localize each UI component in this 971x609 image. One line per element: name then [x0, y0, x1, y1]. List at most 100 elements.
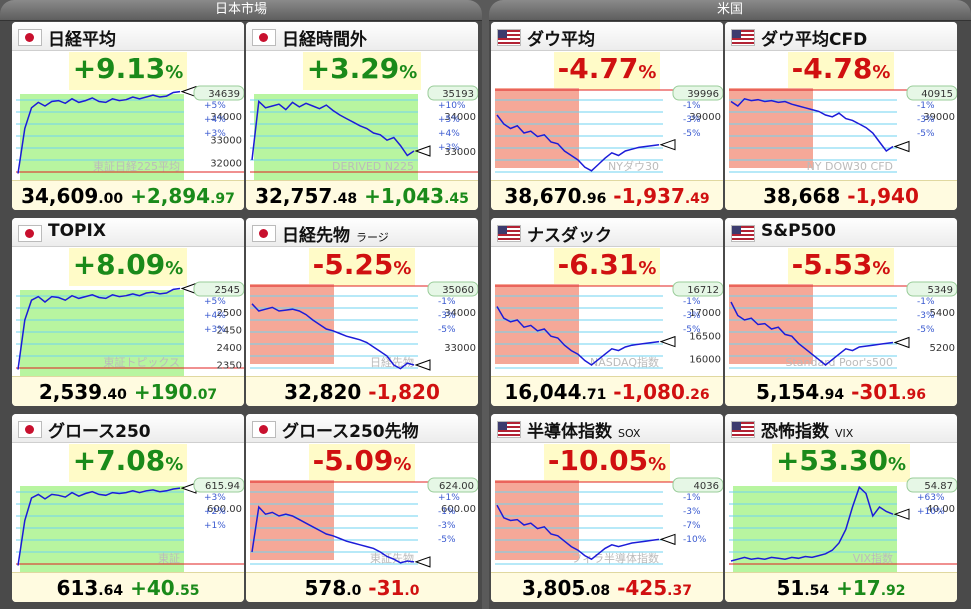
index-card[interactable]: 日経平均 +9.13% 東証日経225平均 34000 33000 32000 +5% +4%… — [12, 22, 244, 210]
price-change-integer: -1,080 — [613, 380, 685, 404]
index-card[interactable]: 半導体指数 SOX -10.05% フィラ半導体指数 -1% -3% -7% -10% 4036… — [491, 414, 723, 602]
price-change-decimal: .0 — [404, 583, 420, 599]
index-card[interactable]: グロース250+7.08%東証600.00+3%+2%+1%615.94585.… — [12, 414, 244, 602]
current-price-integer: 32,757 — [255, 184, 333, 208]
index-card[interactable]: ダウ平均-4.77%NYダウ3039000-1%-3%-5%3999638427… — [491, 22, 723, 210]
price-change: -1,937.49 — [613, 184, 709, 208]
price-footer: 2,539.40 +190.07 — [12, 376, 244, 406]
percent-unit: % — [399, 62, 418, 83]
price-line — [251, 99, 415, 161]
high-label-box — [193, 85, 244, 101]
index-card[interactable]: 恐怖指数VIX+53.30%VIX指数40.00+63%+10%54.8734.… — [725, 414, 957, 602]
chart-fill-area — [254, 94, 418, 180]
percent-axis-label: -7% — [683, 521, 701, 531]
intraday-chart: 東証日経225平均340003300032000+5%+4%+3%3463932… — [16, 85, 244, 199]
current-price-decimal: .94 — [819, 387, 845, 403]
high-value: 39996 — [687, 89, 719, 100]
high-label-box — [427, 477, 478, 493]
change-percent-box: +7.08% — [68, 444, 188, 482]
percent-unit: % — [887, 454, 907, 475]
index-name: 日経時間外 — [282, 25, 367, 50]
last-price-pointer-icon — [893, 508, 910, 520]
price-change-decimal: .55 — [174, 583, 200, 599]
current-price-integer: 38,670 — [504, 184, 582, 208]
current-price-decimal: .48 — [332, 191, 358, 207]
index-name-text: ダウ平均CFD — [761, 30, 868, 50]
index-subname: ラージ — [356, 231, 389, 244]
price-change-decimal: .26 — [684, 387, 710, 403]
japan-flag-icon — [252, 225, 276, 242]
percent-axis-label: -3% — [438, 311, 456, 321]
change-percent-value: -5.53 — [791, 248, 873, 281]
percent-axis-label: -1% — [917, 101, 935, 111]
price-change-integer: +190 — [133, 380, 193, 404]
price-axis-label: 2350 — [217, 361, 242, 372]
price-axis-label: 40.00 — [926, 504, 955, 515]
last-price-pointer-icon — [414, 145, 431, 157]
price-axis-label: 2400 — [217, 343, 242, 354]
index-card[interactable]: 日経先物 ラージ -5.25% 日経先物 34000 33000 -1% -3% -5% 3506… — [246, 218, 478, 406]
percent-axis-label: +3% — [438, 143, 460, 153]
us-flag-icon — [497, 225, 521, 242]
chart-watermark: 東証日経225平均 — [93, 160, 180, 173]
chart-watermark: NY DOW30 CFD — [807, 160, 893, 173]
percent-axis-label: +1% — [204, 521, 226, 531]
high-label-box — [427, 281, 478, 297]
price-footer: 578.0 -31.0 — [246, 572, 478, 602]
price-footer: 32,820 -1,820 — [246, 376, 478, 406]
index-name-text: 日経時間外 — [282, 30, 367, 50]
current-price-decimal: .40 — [102, 387, 127, 403]
index-card[interactable]: TOPIX +8.09% 東証トピックス 2500 2450 2400 2350 +5% +4%… — [12, 218, 244, 406]
index-card[interactable]: 日経時間外 +3.29% DERIVED N225 34000 33000 +10% +5%… — [246, 22, 478, 210]
current-price: 3,805.08 — [522, 576, 610, 600]
percent-axis-label: +3% — [204, 325, 226, 335]
index-name-text: 半導体指数 — [527, 422, 612, 442]
change-percent-value: -4.77 — [557, 52, 639, 85]
change-percent-box: -10.05% — [543, 444, 671, 482]
high-label-box — [672, 85, 723, 101]
index-card[interactable]: グロース250先物 -5.09% 東証先物 600.00 +1% -1% -3% -5% 624… — [246, 414, 478, 602]
high-label-box — [427, 85, 478, 101]
card-header: S&P500 — [725, 218, 957, 247]
high-label-box — [906, 477, 957, 493]
high-value: 2545 — [215, 285, 240, 296]
high-value: 615.94 — [205, 481, 240, 492]
index-card[interactable]: ダウ平均CFD -4.78% NY DOW30 CFD 39000 -1% -3% -5% 4… — [725, 22, 957, 210]
chart-watermark: VIX指数 — [853, 551, 893, 565]
index-name: 恐怖指数 VIX — [761, 417, 853, 442]
change-percent: +8.09% — [12, 248, 244, 286]
index-card[interactable]: S&P500 -5.53% Standard Poor's500 5400 5200 -1… — [725, 218, 957, 406]
change-percent-value: -6.31 — [557, 248, 639, 281]
change-percent: -5.09% — [246, 444, 478, 482]
percent-axis-label: -1% — [683, 101, 701, 111]
index-name-text: S&P500 — [761, 221, 837, 241]
index-name: ダウ平均CFD — [761, 25, 867, 50]
us-flag-icon — [731, 421, 755, 438]
price-axis-label: 16500 — [689, 331, 721, 342]
high-value: 624.00 — [439, 481, 474, 492]
chart-watermark: フィラ半導体指数 — [571, 551, 659, 565]
change-percent: +53.30% — [725, 444, 957, 482]
price-axis-label: 39000 — [689, 112, 721, 123]
price-line — [496, 306, 660, 366]
price-change-integer: +40 — [130, 576, 175, 600]
change-percent-box: -4.78% — [787, 52, 895, 90]
chart-watermark: Standard Poor's500 — [785, 356, 893, 369]
price-axis-label: 5200 — [930, 343, 955, 354]
index-name-text: 日経先物 — [282, 226, 350, 246]
price-change: -301.96 — [851, 380, 926, 404]
card-header: 半導体指数 SOX — [491, 414, 723, 443]
percent-unit: % — [393, 454, 412, 475]
high-value: 35193 — [442, 89, 474, 100]
price-footer: 16,044.71 -1,080.26 — [491, 376, 723, 406]
change-percent: -5.53% — [725, 248, 957, 286]
card-header: TOPIX — [12, 218, 244, 247]
percent-unit: % — [872, 62, 891, 83]
card-header: グロース250 — [12, 414, 244, 443]
change-percent: -4.78% — [725, 52, 957, 90]
change-percent-box: -4.77% — [553, 52, 661, 90]
current-price-decimal: .00 — [98, 191, 124, 207]
change-percent: -5.25% — [246, 248, 478, 286]
index-card[interactable]: ナスダック -6.31% NASDAQ指数 17000 16500 16000 -1% -3%… — [491, 218, 723, 406]
